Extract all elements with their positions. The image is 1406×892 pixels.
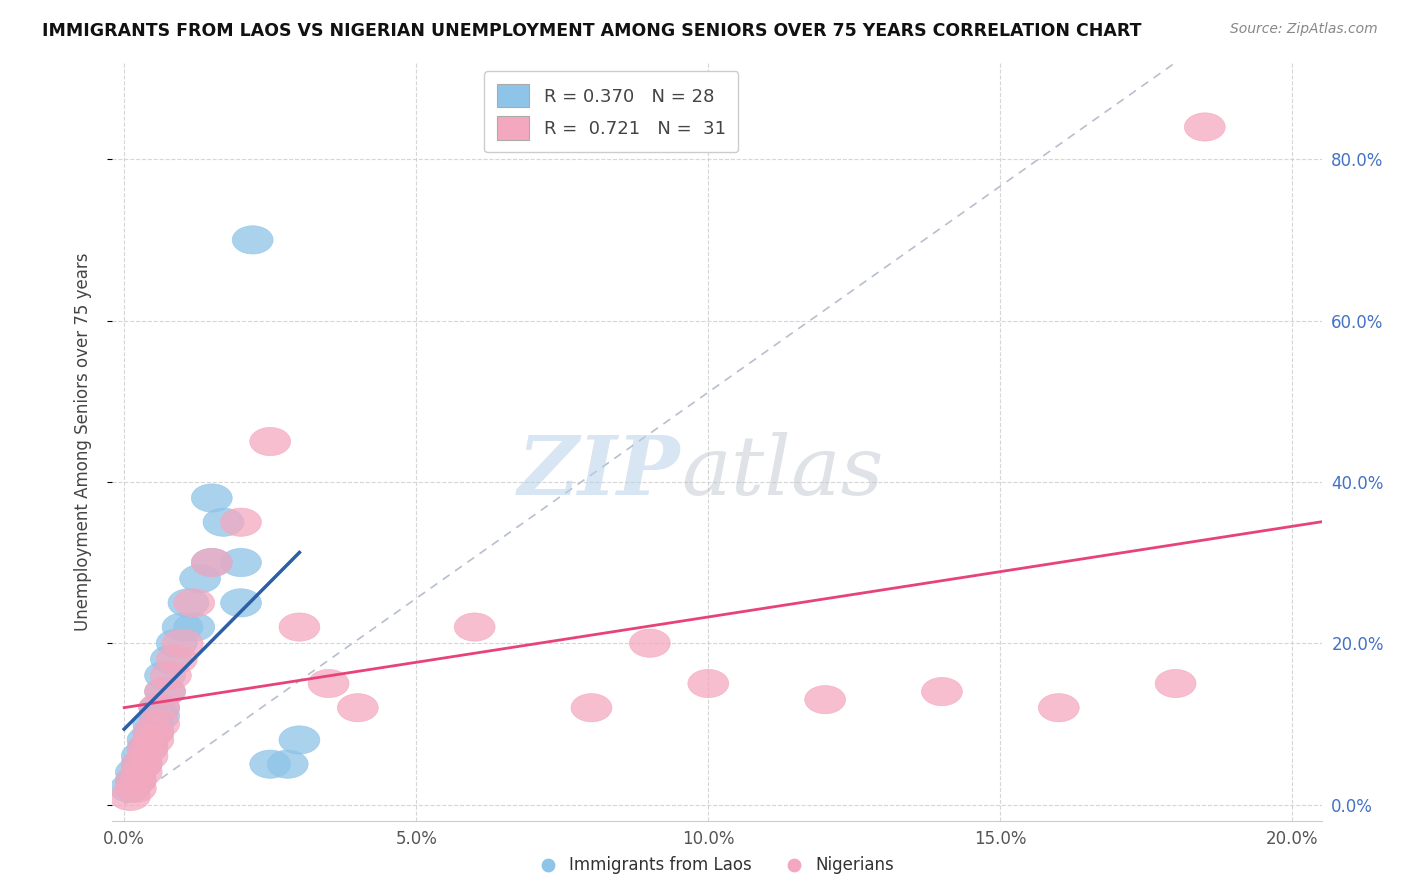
Ellipse shape xyxy=(134,718,174,746)
Ellipse shape xyxy=(630,629,671,657)
Ellipse shape xyxy=(278,613,319,641)
Ellipse shape xyxy=(162,629,202,657)
Ellipse shape xyxy=(139,694,180,722)
Y-axis label: Unemployment Among Seniors over 75 years: Unemployment Among Seniors over 75 years xyxy=(73,252,91,631)
Ellipse shape xyxy=(250,750,291,779)
Ellipse shape xyxy=(134,718,174,746)
Ellipse shape xyxy=(121,758,162,787)
Ellipse shape xyxy=(1184,113,1225,141)
Ellipse shape xyxy=(308,669,349,698)
Ellipse shape xyxy=(174,589,215,617)
Ellipse shape xyxy=(180,565,221,593)
Ellipse shape xyxy=(121,750,162,779)
Ellipse shape xyxy=(139,702,180,730)
Ellipse shape xyxy=(174,613,215,641)
Ellipse shape xyxy=(145,677,186,706)
Ellipse shape xyxy=(150,661,191,690)
Ellipse shape xyxy=(1039,694,1080,722)
Ellipse shape xyxy=(121,742,162,770)
Ellipse shape xyxy=(571,694,612,722)
Ellipse shape xyxy=(162,613,202,641)
Ellipse shape xyxy=(139,710,180,738)
Ellipse shape xyxy=(688,669,728,698)
Ellipse shape xyxy=(232,226,273,254)
Ellipse shape xyxy=(145,677,186,706)
Text: atlas: atlas xyxy=(681,432,883,512)
Ellipse shape xyxy=(115,774,156,803)
Legend: R = 0.370   N = 28, R =  0.721   N =  31: R = 0.370 N = 28, R = 0.721 N = 31 xyxy=(484,71,738,153)
Text: Source: ZipAtlas.com: Source: ZipAtlas.com xyxy=(1230,22,1378,37)
Ellipse shape xyxy=(156,629,197,657)
Ellipse shape xyxy=(150,645,191,673)
Ellipse shape xyxy=(145,661,186,690)
Ellipse shape xyxy=(115,758,156,787)
Ellipse shape xyxy=(191,549,232,576)
Ellipse shape xyxy=(134,710,174,738)
Text: IMMIGRANTS FROM LAOS VS NIGERIAN UNEMPLOYMENT AMONG SENIORS OVER 75 YEARS CORREL: IMMIGRANTS FROM LAOS VS NIGERIAN UNEMPLO… xyxy=(42,22,1142,40)
Ellipse shape xyxy=(115,766,156,795)
Text: ZIP: ZIP xyxy=(519,432,681,512)
Ellipse shape xyxy=(202,508,243,536)
Ellipse shape xyxy=(110,774,150,803)
Text: Immigrants from Laos: Immigrants from Laos xyxy=(569,856,752,874)
Ellipse shape xyxy=(167,589,209,617)
Ellipse shape xyxy=(267,750,308,779)
Ellipse shape xyxy=(454,613,495,641)
Ellipse shape xyxy=(191,483,232,512)
Ellipse shape xyxy=(121,750,162,779)
Ellipse shape xyxy=(804,686,845,714)
Ellipse shape xyxy=(221,549,262,576)
Ellipse shape xyxy=(156,645,197,673)
Ellipse shape xyxy=(221,508,262,536)
Ellipse shape xyxy=(115,766,156,795)
Ellipse shape xyxy=(278,726,319,754)
Ellipse shape xyxy=(127,734,167,762)
Ellipse shape xyxy=(139,694,180,722)
Ellipse shape xyxy=(134,726,174,754)
Ellipse shape xyxy=(110,782,150,811)
Ellipse shape xyxy=(127,726,167,754)
Ellipse shape xyxy=(921,677,962,706)
Ellipse shape xyxy=(221,589,262,617)
Ellipse shape xyxy=(127,734,167,762)
Ellipse shape xyxy=(250,427,291,456)
Ellipse shape xyxy=(337,694,378,722)
Ellipse shape xyxy=(127,742,167,770)
Ellipse shape xyxy=(1156,669,1197,698)
Text: Nigerians: Nigerians xyxy=(815,856,894,874)
Ellipse shape xyxy=(191,549,232,576)
